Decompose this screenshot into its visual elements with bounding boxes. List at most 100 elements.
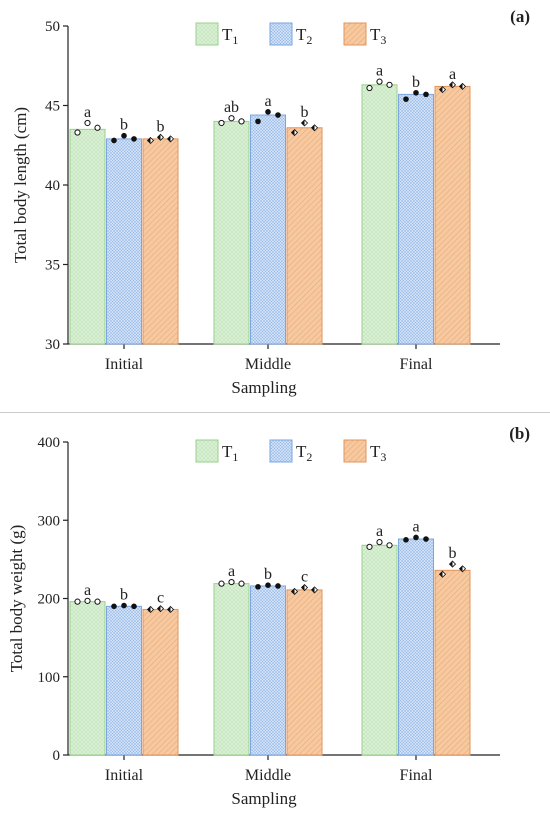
data-point-half (449, 561, 453, 568)
data-point (121, 602, 127, 609)
bar (286, 589, 323, 756)
bar (69, 128, 106, 345)
significance-letter: b (157, 118, 165, 135)
bar-group-t2: b (398, 74, 434, 345)
x-tick-label: Initial (105, 767, 144, 784)
bar-group-t1: ab (213, 99, 250, 345)
bar-group-t3: b (286, 104, 323, 345)
data-point (228, 578, 235, 586)
bar-group-t3: c (286, 569, 323, 756)
bar (286, 127, 323, 345)
data-point-half (459, 83, 463, 90)
y-tick-label: 50 (45, 19, 60, 35)
significance-letter: a (376, 523, 383, 540)
y-tick-label: 45 (45, 99, 60, 115)
data-point (413, 534, 419, 541)
legend-label-t1: T1 (222, 25, 238, 47)
data-point (265, 582, 271, 588)
significance-letter: b (120, 117, 128, 134)
data-point-half (449, 81, 453, 88)
data-point (218, 580, 225, 587)
bar (106, 605, 142, 756)
data-point (111, 603, 117, 610)
legend-swatch-t1 (195, 22, 219, 46)
data-point (84, 119, 91, 127)
legend-label-t2: T2 (296, 25, 312, 47)
bar-group-t3: a (434, 66, 471, 345)
significance-letter: a (412, 518, 419, 535)
data-point (255, 118, 261, 125)
significance-letter: b (449, 545, 457, 562)
data-point (423, 91, 429, 98)
legend: T1 T2 T3 (195, 22, 386, 47)
data-point-half (291, 588, 295, 595)
bar-group-t2: b (250, 566, 286, 756)
data-point (84, 597, 91, 604)
bar (250, 585, 286, 756)
bar-group-t2: b (106, 587, 142, 756)
bar (434, 85, 471, 345)
bar-group-t2: b (106, 117, 142, 345)
data-point-half (311, 124, 315, 131)
data-point-half (147, 137, 151, 144)
data-point-half (311, 586, 315, 593)
chart-panel-b: (b) T1 T2 T3 0 100 200 300 400 Total body weight … (7, 424, 530, 808)
bar-group-t1: a (361, 523, 398, 756)
data-point (366, 543, 373, 550)
data-point-half (291, 129, 295, 136)
bar (250, 114, 286, 345)
legend-label-t3: T3 (370, 442, 386, 464)
legend-swatch-t3 (343, 439, 367, 463)
data-point-half (301, 584, 305, 591)
data-point (111, 137, 117, 144)
data-point (366, 84, 373, 92)
data-point-half (439, 86, 443, 93)
bar (142, 138, 179, 345)
significance-letter: a (84, 582, 91, 599)
panel-label: (b) (509, 424, 530, 443)
data-point (121, 132, 127, 139)
bar (434, 569, 471, 756)
significance-letter: a (84, 104, 91, 121)
bar-group-t1: a (213, 563, 250, 756)
bar (142, 608, 179, 756)
x-axis-label: Sampling (231, 789, 297, 808)
data-point (423, 536, 429, 542)
bar (106, 138, 142, 345)
legend-swatch-t3 (343, 22, 367, 46)
significance-letter: a (264, 93, 271, 110)
x-axis-label: Sampling (231, 378, 297, 397)
y-tick-label: 0 (53, 748, 61, 764)
legend-label-t2: T2 (296, 442, 312, 464)
data-point (238, 580, 245, 587)
significance-letter: b (301, 104, 309, 121)
bar (398, 93, 434, 345)
bar (213, 120, 250, 345)
data-point (238, 118, 245, 125)
significance-letter: c (301, 569, 308, 586)
y-tick-label: 200 (38, 592, 61, 608)
bar-group-t2: a (250, 93, 286, 345)
x-tick-label: Final (400, 356, 433, 373)
significance-letter: b (264, 566, 272, 583)
bar-group-t3: b (142, 118, 179, 345)
significance-letter: c (157, 590, 164, 607)
data-point (275, 583, 281, 589)
data-point-half (301, 119, 305, 126)
bar-group-t1: a (69, 104, 106, 345)
data-point (403, 96, 409, 102)
legend-swatch-t2 (269, 22, 293, 46)
data-point (131, 603, 137, 610)
y-tick-label: 100 (38, 670, 61, 686)
data-point (386, 542, 393, 549)
y-tick-label: 300 (38, 513, 61, 529)
data-point-half (167, 606, 171, 613)
y-tick-label: 30 (45, 337, 60, 353)
legend-label-t1: T1 (222, 442, 238, 464)
bar (69, 601, 106, 756)
data-point (255, 583, 261, 590)
panel-divider (0, 412, 550, 413)
significance-letter: b (412, 74, 420, 91)
chart-panel-a: (a) T1 T2 T3 30 35 40 45 50 Total body length (cm… (11, 7, 530, 397)
x-tick-label: Middle (245, 356, 291, 373)
